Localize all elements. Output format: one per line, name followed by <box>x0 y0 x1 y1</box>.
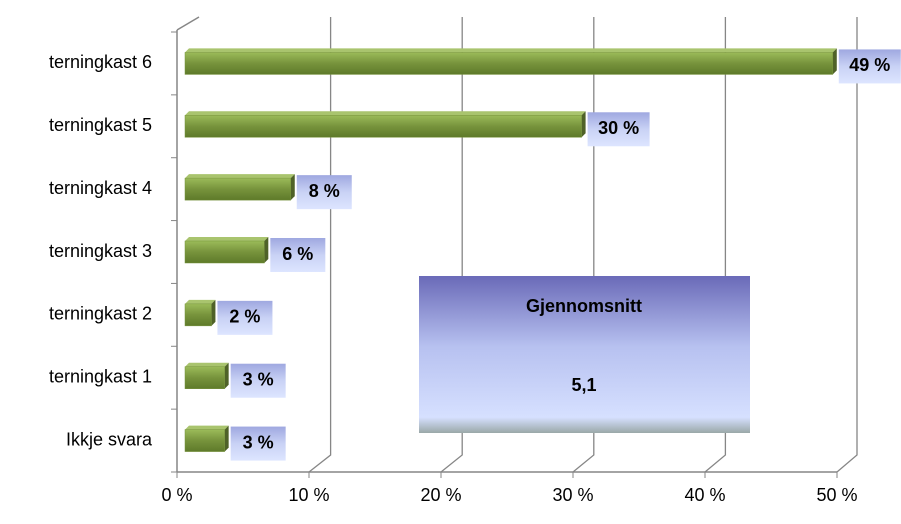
bar-top <box>185 362 229 367</box>
axis-edge <box>176 16 200 31</box>
value-label: 3 % <box>243 432 274 452</box>
grid-line <box>440 17 463 473</box>
grid-line <box>836 17 858 473</box>
x-tick-label: 20 % <box>420 485 461 505</box>
value-label: 8 % <box>309 181 340 201</box>
value-label: 30 % <box>598 118 639 138</box>
value-label: 3 % <box>243 369 274 389</box>
bar <box>184 303 212 327</box>
y-tick-label: terningkast 4 <box>49 178 152 198</box>
bar-side <box>211 299 216 326</box>
value-label: 49 % <box>849 55 890 75</box>
value-label-box <box>217 300 273 335</box>
y-tick-label: Ikkje svara <box>66 429 153 449</box>
bar-side <box>264 237 269 263</box>
bar-side <box>224 362 229 389</box>
y-tick-label: terningkast 5 <box>49 115 152 135</box>
bar-side <box>832 48 837 75</box>
bar-top <box>185 174 295 179</box>
value-label: 2 % <box>229 307 260 327</box>
x-tick-label: 50 % <box>816 485 857 505</box>
bar <box>184 52 834 75</box>
value-label: 6 % <box>282 244 313 264</box>
y-tick-label: terningkast 1 <box>49 366 152 386</box>
bar <box>184 366 225 389</box>
annotation-title: Gjennomsnitt <box>526 296 642 316</box>
bar-top <box>185 425 229 430</box>
value-label-box <box>587 112 650 147</box>
bar <box>184 240 265 264</box>
annotation-box <box>419 276 750 433</box>
bar <box>184 115 582 138</box>
bar <box>184 177 292 201</box>
value-label-box <box>230 363 286 398</box>
bar-side <box>581 111 586 138</box>
x-tick-label: 0 % <box>161 485 192 505</box>
value-label-box <box>230 426 286 461</box>
y-tick-label: terningkast 3 <box>49 241 152 261</box>
grid-line <box>704 17 727 473</box>
value-label-box <box>270 238 326 272</box>
x-tick-label: 40 % <box>684 485 725 505</box>
x-tick-label: 30 % <box>552 485 593 505</box>
x-tick-label: 10 % <box>288 485 329 505</box>
annotation-value: 5,1 <box>571 375 596 395</box>
bar-top <box>185 299 216 304</box>
y-tick-label: terningkast 2 <box>49 304 152 324</box>
bar-top <box>185 48 837 53</box>
value-label-box <box>838 49 901 84</box>
bar-side <box>290 174 295 201</box>
value-label-box <box>296 175 352 210</box>
bar-side <box>224 425 229 452</box>
grid-line <box>572 17 595 473</box>
bar-top <box>185 111 586 116</box>
y-tick-label: terningkast 6 <box>49 52 152 72</box>
grid-line <box>308 17 332 473</box>
bar <box>184 429 225 452</box>
bar-top <box>185 237 269 241</box>
